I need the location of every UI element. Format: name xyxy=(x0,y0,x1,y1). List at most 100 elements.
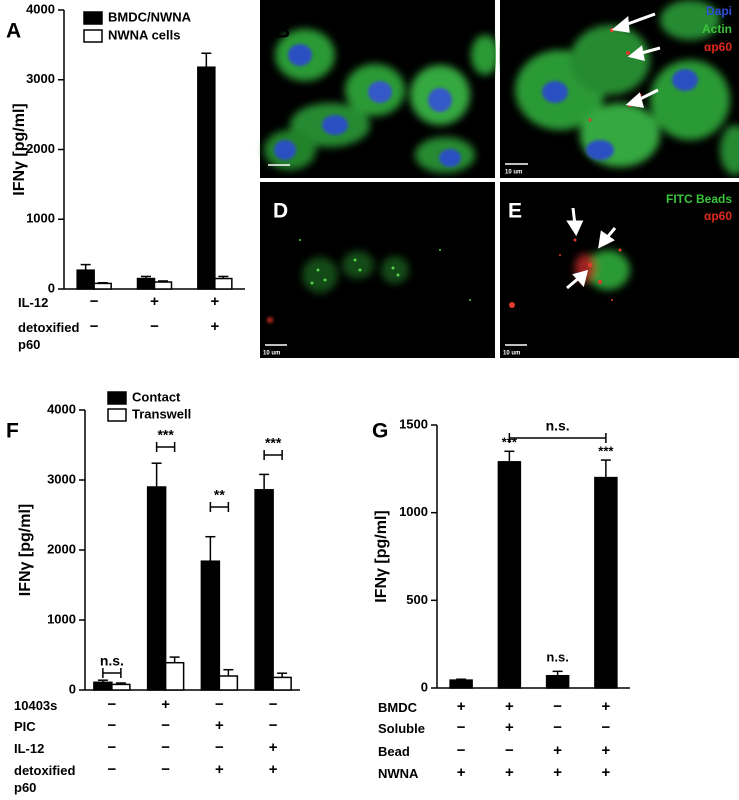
condition-value: + xyxy=(601,742,610,759)
image-panel: 10 um C Dapi Actin αp60 xyxy=(500,0,739,178)
significance-label: *** xyxy=(598,443,614,458)
condition-value: − xyxy=(150,318,159,335)
image-panel: 10 um E FITC Beads αp60 xyxy=(500,182,739,358)
condition-value: + xyxy=(161,696,170,713)
condition-value: + xyxy=(553,742,562,759)
bar xyxy=(254,489,274,691)
condition-value: − xyxy=(601,719,610,736)
panel-letter: A xyxy=(6,20,21,43)
condition-value: + xyxy=(553,764,562,781)
condition-label: detoxified p60 xyxy=(14,763,76,795)
bar xyxy=(497,461,522,689)
legend-label: BMDC/NWNA xyxy=(108,9,192,24)
condition-value: + xyxy=(210,293,219,310)
condition-label: Bead xyxy=(378,744,410,759)
condition-label: PIC xyxy=(14,719,36,734)
condition-value: + xyxy=(505,764,514,781)
image-legend: αp60 xyxy=(704,40,732,54)
panel-letter: G xyxy=(372,420,388,443)
condition-value: − xyxy=(161,717,170,734)
bar xyxy=(93,681,113,691)
condition-value: + xyxy=(269,739,278,756)
condition-value: − xyxy=(505,742,514,759)
bar xyxy=(76,269,95,290)
condition-label: IL-12 xyxy=(18,295,49,310)
condition-value: + xyxy=(457,698,466,715)
scale-bar-label: 10 um xyxy=(505,170,522,176)
image-legend: αp60 xyxy=(704,209,732,223)
y-tick-label: 3000 xyxy=(26,71,55,86)
condition-value: − xyxy=(457,719,466,736)
legend-label: Contact xyxy=(132,389,181,404)
condition-label: detoxified p60 xyxy=(18,320,80,352)
y-tick-label: 4000 xyxy=(47,401,76,416)
condition-value: + xyxy=(210,318,219,335)
condition-value: + xyxy=(150,293,159,310)
condition-value: − xyxy=(107,696,116,713)
bar xyxy=(272,676,292,691)
y-tick-label: 1000 xyxy=(47,611,76,626)
condition-value: + xyxy=(215,761,224,778)
condition-label: BMDC xyxy=(378,700,417,715)
y-axis-label: IFNγ [pg/ml] xyxy=(373,510,390,602)
y-tick-label: 4000 xyxy=(26,1,55,16)
image-panel: 10 um D xyxy=(260,182,495,358)
legend-label: Transwell xyxy=(132,406,191,421)
bar xyxy=(164,661,185,691)
bar xyxy=(136,277,156,290)
panel-letter: E xyxy=(508,200,522,223)
y-tick-label: 1000 xyxy=(399,504,428,519)
bar xyxy=(545,674,570,689)
bar xyxy=(200,560,221,691)
condition-value: − xyxy=(269,696,278,713)
significance-label: *** xyxy=(157,427,174,443)
condition-value: + xyxy=(215,717,224,734)
significance-label: n.s. xyxy=(100,653,124,669)
legend-swatch xyxy=(83,11,103,25)
significance-label: ** xyxy=(214,487,225,503)
condition-value: + xyxy=(505,719,514,736)
legend-swatch xyxy=(107,408,127,422)
bar xyxy=(111,683,131,691)
condition-value: − xyxy=(215,696,224,713)
y-tick-label: 0 xyxy=(421,679,428,694)
condition-value: − xyxy=(269,717,278,734)
legend-swatch xyxy=(107,391,127,405)
bar xyxy=(449,679,473,689)
condition-value: + xyxy=(505,698,514,715)
condition-label: Soluble xyxy=(378,721,425,736)
panel-letter: F xyxy=(6,420,19,443)
bar xyxy=(197,66,216,290)
bar xyxy=(153,281,173,290)
y-axis-label: IFNγ [pg/ml] xyxy=(11,103,28,195)
condition-value: + xyxy=(601,698,610,715)
condition-value: − xyxy=(215,739,224,756)
condition-value: − xyxy=(107,761,116,778)
bar xyxy=(146,486,167,691)
bar xyxy=(594,476,618,689)
panel-letter: C xyxy=(507,20,522,43)
condition-value: + xyxy=(269,761,278,778)
condition-value: − xyxy=(457,742,466,759)
y-axis-label: IFNγ [pg/ml] xyxy=(17,504,34,596)
legend-label: NWNA cells xyxy=(108,27,180,42)
legend-swatch xyxy=(83,29,103,43)
bar xyxy=(214,277,233,290)
y-tick-label: 500 xyxy=(406,592,428,607)
image-legend: FITC Beads xyxy=(666,192,732,206)
condition-value: + xyxy=(457,764,466,781)
y-tick-label: 3000 xyxy=(47,471,76,486)
bar xyxy=(218,675,239,691)
panel-letter: B xyxy=(275,20,290,43)
condition-value: − xyxy=(161,739,170,756)
y-tick-label: 2000 xyxy=(26,141,55,156)
condition-label: 10403s xyxy=(14,698,58,713)
scale-bar-label: 10 um xyxy=(263,351,280,357)
significance-label: n.s. xyxy=(546,418,570,434)
condition-value: − xyxy=(107,739,116,756)
bar xyxy=(93,282,112,290)
condition-value: − xyxy=(553,698,562,715)
panel-letter: D xyxy=(273,200,288,223)
condition-value: − xyxy=(553,719,562,736)
